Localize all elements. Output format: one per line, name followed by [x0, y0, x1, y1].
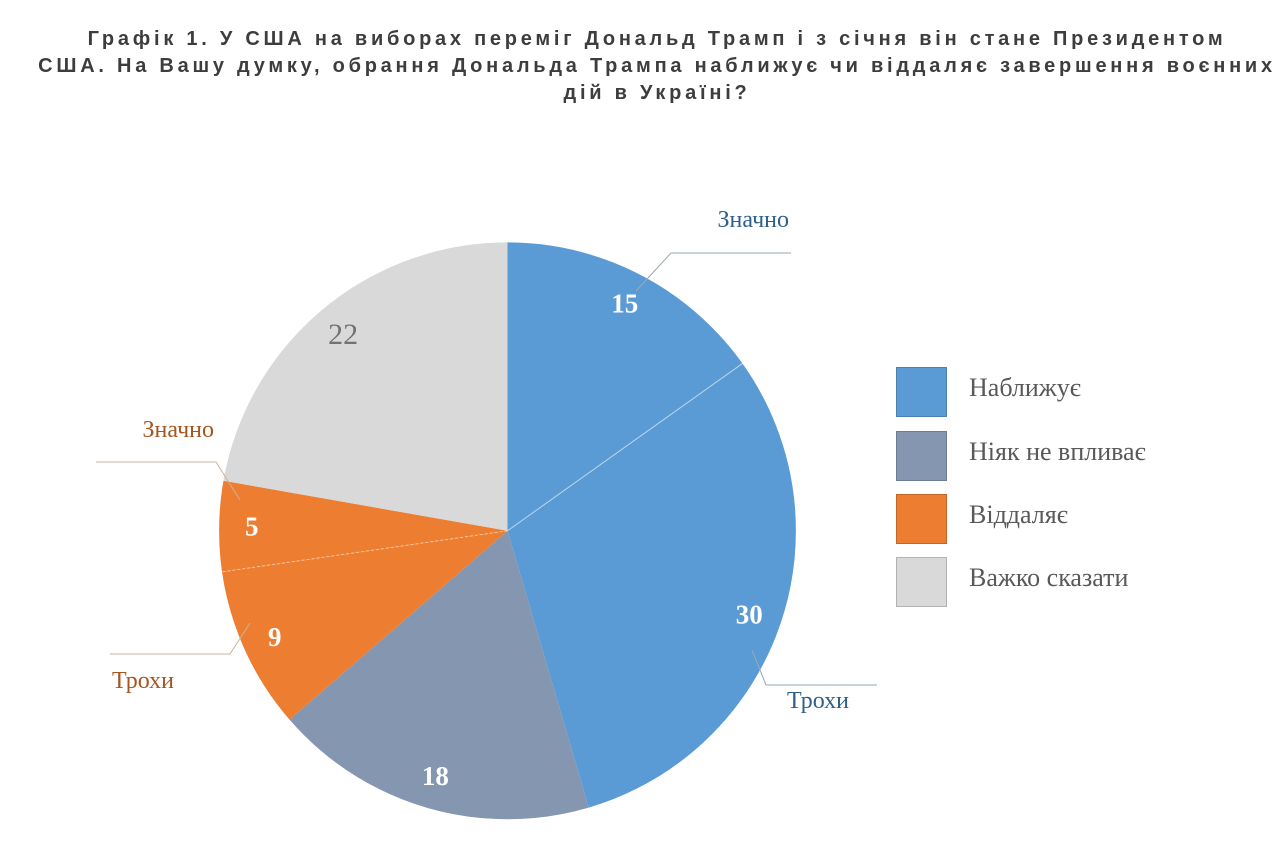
- svg-text:Трохи: Трохи: [112, 668, 174, 694]
- svg-text:15: 15: [611, 289, 638, 319]
- svg-text:Трохи: Трохи: [787, 688, 849, 714]
- svg-text:22: 22: [328, 318, 358, 351]
- svg-text:9: 9: [268, 622, 282, 652]
- svg-text:Значно: Значно: [143, 417, 214, 443]
- svg-text:18: 18: [422, 761, 449, 791]
- svg-text:30: 30: [736, 600, 763, 630]
- svg-text:Значно: Значно: [718, 207, 789, 233]
- svg-text:5: 5: [245, 512, 259, 542]
